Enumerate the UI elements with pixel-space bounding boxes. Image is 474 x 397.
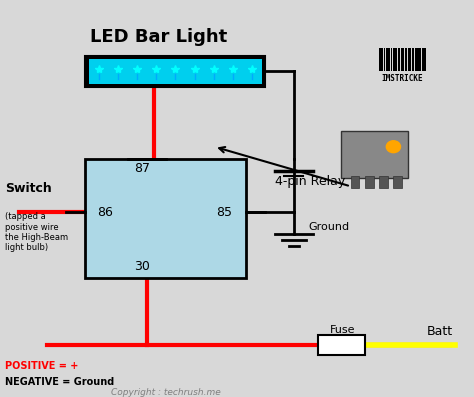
Bar [412,48,414,71]
Bar [417,48,419,71]
Text: Copyright : techrush.me: Copyright : techrush.me [111,387,221,397]
Text: Fuse: Fuse [329,325,355,335]
Bar [408,48,410,71]
Text: 30: 30 [134,260,150,273]
Bar [393,176,402,188]
Bar [89,59,262,84]
Bar [391,48,392,71]
Bar [85,56,265,87]
Bar [341,131,408,178]
Bar [379,176,388,188]
Bar [401,48,403,71]
Text: 85: 85 [216,206,232,219]
Bar [379,48,382,71]
Bar [85,159,246,278]
Text: (tapped a
positive wire
the High-Beam
light bulb): (tapped a positive wire the High-Beam li… [5,212,68,252]
Text: 4-pin Relay: 4-pin Relay [275,175,345,188]
Bar [351,176,359,188]
Circle shape [386,141,401,153]
Text: POSITIVE = +: POSITIVE = + [5,361,78,371]
Text: Batt: Batt [427,325,453,338]
Bar [410,48,411,71]
Text: NEGATIVE = Ground: NEGATIVE = Ground [5,377,114,387]
Bar [415,48,418,71]
Bar [365,176,374,188]
Text: Ground: Ground [308,222,349,232]
Bar [384,48,385,71]
Text: 87: 87 [134,162,150,175]
Text: 86: 86 [97,206,113,219]
Bar [386,48,389,71]
Bar [403,48,404,71]
Text: IMSTRICKE: IMSTRICKE [382,74,423,83]
Bar [382,48,383,71]
Text: Switch: Switch [5,182,52,195]
Bar [398,48,400,71]
Bar [405,48,407,71]
Bar [396,48,397,71]
Bar [419,48,421,71]
Bar [422,48,425,71]
Bar [393,48,396,71]
Text: LED Bar Light: LED Bar Light [90,28,228,46]
Bar [389,48,390,71]
Bar [424,48,426,71]
Bar [318,335,365,355]
